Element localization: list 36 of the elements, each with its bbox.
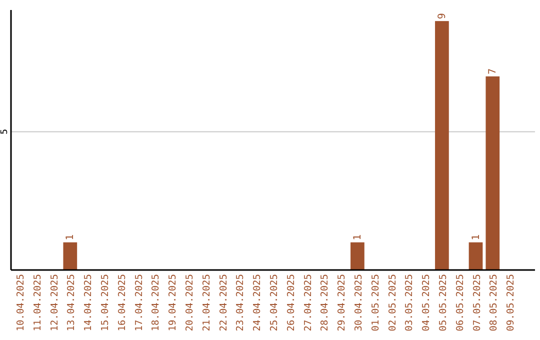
y-tick-label: 5	[0, 128, 10, 134]
x-tick-label: 09.05.2025	[506, 274, 517, 332]
x-tick-label: 26.04.2025	[286, 274, 297, 332]
x-tick-label: 24.04.2025	[252, 274, 264, 332]
x-tick-label: 08.05.2025	[488, 274, 500, 332]
x-tick-label: 25.04.2025	[268, 274, 280, 332]
x-tick-label: 06.05.2025	[454, 274, 466, 332]
x-tick-label: 11.04.2025	[32, 274, 44, 332]
x-tick-label: 19.04.2025	[168, 274, 179, 332]
data-label: 1	[470, 234, 482, 240]
x-tick-label: 30.04.2025	[353, 274, 364, 332]
x-tick-label: 28.04.2025	[320, 274, 331, 332]
x-tick-label: 22.04.2025	[218, 274, 230, 332]
x-tick-label: 14.04.2025	[83, 274, 94, 332]
x-tick-label: 15.04.2025	[100, 274, 111, 332]
x-tick-label: 10.04.2025	[15, 274, 26, 332]
x-tick-label: 03.05.2025	[404, 274, 416, 332]
x-tick-label: 13.04.2025	[66, 274, 78, 332]
data-label: 1	[65, 234, 76, 240]
data-label: 1	[352, 234, 364, 240]
x-tick-label: 02.05.2025	[387, 274, 398, 332]
x-tick-label: 01.05.2025	[370, 274, 382, 332]
x-tick-label: 20.04.2025	[184, 274, 196, 332]
x-tick-label: 07.05.2025	[472, 274, 483, 332]
x-tick-label: 05.05.2025	[438, 274, 449, 332]
data-label: 7	[488, 68, 499, 74]
x-tick-label: 17.04.2025	[134, 274, 145, 332]
x-tick-label: 21.04.2025	[201, 274, 212, 332]
x-tick-label: 04.05.2025	[421, 274, 432, 332]
x-tick-label: 18.04.2025	[150, 274, 162, 332]
x-tick-label: 12.04.2025	[49, 274, 60, 332]
x-tick-label: 27.04.2025	[302, 274, 314, 332]
x-tick-label: 16.04.2025	[116, 274, 128, 332]
data-label: 9	[436, 13, 448, 20]
x-tick-label: 29.04.2025	[336, 274, 348, 332]
x-tick-label: 23.04.2025	[235, 274, 246, 332]
